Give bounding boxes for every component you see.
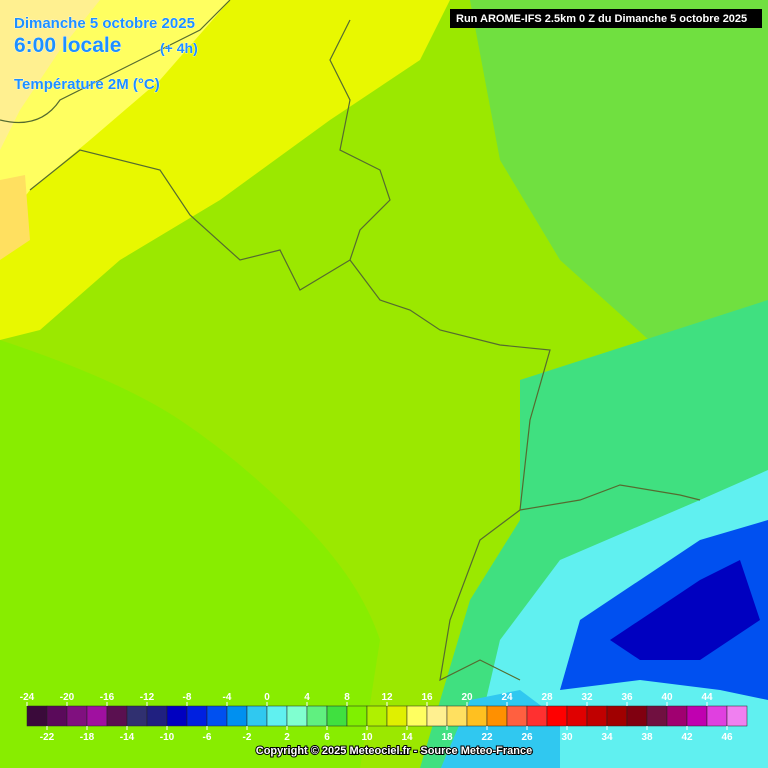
legend-tick-label: 34: [601, 732, 613, 743]
legend-tick-label: -20: [60, 692, 75, 703]
legend-swatch: [26, 705, 48, 727]
legend-swatch: [186, 705, 208, 727]
legend-swatch: [166, 705, 188, 727]
legend-tick-label: 2: [284, 732, 290, 743]
legend-tick-label: 20: [461, 692, 473, 703]
legend-swatch: [306, 705, 328, 727]
legend-tick-label: 8: [344, 692, 350, 703]
legend-tick-label: 42: [681, 732, 693, 743]
offset-label: (+ 4h): [160, 40, 198, 56]
legend-swatch: [206, 705, 228, 727]
legend-tick-label: -10: [160, 732, 175, 743]
legend-tick-label: 44: [701, 692, 713, 703]
legend-tick-label: 0: [264, 692, 270, 703]
field-label: Température 2M (°C): [14, 76, 160, 93]
legend-swatch: [446, 705, 468, 727]
legend-swatch: [86, 705, 108, 727]
legend-swatch: [246, 705, 268, 727]
legend-tick-label: 4: [304, 692, 310, 703]
legend-swatch: [346, 705, 368, 727]
legend-tick-label: 28: [541, 692, 553, 703]
legend-swatch: [586, 705, 608, 727]
legend-swatch: [406, 705, 428, 727]
legend-tick-label: 46: [721, 732, 733, 743]
legend-tick-label: 10: [361, 732, 373, 743]
legend-swatch: [526, 705, 548, 727]
borders: [0, 0, 701, 682]
legend-tick-label: 16: [421, 692, 433, 703]
alps-peak: [610, 560, 760, 660]
legend-swatch: [426, 705, 448, 727]
legend-swatch: [626, 705, 648, 727]
legend-tick-label: -12: [140, 692, 155, 703]
legend-tick-label: 14: [401, 732, 413, 743]
legend-swatch: [706, 705, 728, 727]
run-box: [450, 9, 762, 28]
legend-tick-label: 18: [441, 732, 453, 743]
warm-spot: [0, 175, 30, 260]
legend-swatch: [546, 705, 568, 727]
legend-tick-label: 6: [324, 732, 330, 743]
legend-tick-label: -8: [183, 692, 192, 703]
legend-swatch: [366, 705, 388, 727]
legend-swatch: [146, 705, 168, 727]
legend-tick-label: 24: [501, 692, 513, 703]
legend-swatch: [726, 705, 748, 727]
legend-swatch: [46, 705, 68, 727]
coastal-zone: [0, 0, 230, 230]
legend-tick-label: -6: [203, 732, 212, 743]
legend-tick-label: 22: [481, 732, 493, 743]
legend-tick-label: -18: [80, 732, 95, 743]
legend-tick-label: 36: [621, 692, 633, 703]
legend-tick-label: 26: [521, 732, 533, 743]
legend-swatch: [506, 705, 528, 727]
legend-tick-label: 12: [381, 692, 393, 703]
legend-tick-label: 32: [581, 692, 593, 703]
sea-zone: [0, 0, 100, 150]
copyright: Copyright © 2025 Meteociel.fr - Source M…: [256, 745, 532, 757]
legend-tick-label: -16: [100, 692, 115, 703]
legend-swatch: [326, 705, 348, 727]
legend-swatch: [486, 705, 508, 727]
legend-swatch: [566, 705, 588, 727]
run-label: Run AROME-IFS 2.5km 0 Z du Dimanche 5 oc…: [456, 13, 747, 25]
legend: -24-22-20-18-16-14-12-10-8-6-4-202468101…: [20, 692, 748, 743]
legend-swatch: [286, 705, 308, 727]
legend-swatch: [606, 705, 628, 727]
legend-tick-label: -2: [243, 732, 252, 743]
legend-swatch: [386, 705, 408, 727]
legend-swatch: [646, 705, 668, 727]
legend-swatch: [126, 705, 148, 727]
legend-tick-label: 40: [661, 692, 673, 703]
date-label: Dimanche 5 octobre 2025: [14, 15, 195, 32]
legend-tick-label: -22: [40, 732, 55, 743]
cool-zone: [470, 0, 768, 380]
legend-swatch: [106, 705, 128, 727]
mild-zone: [0, 340, 380, 768]
legend-swatch: [466, 705, 488, 727]
legend-tick-label: -24: [20, 692, 35, 703]
legend-tick-label: 30: [561, 732, 573, 743]
time-label: 6:00 locale: [14, 34, 121, 57]
legend-swatch: [666, 705, 688, 727]
legend-swatch: [266, 705, 288, 727]
legend-swatch: [66, 705, 88, 727]
legend-swatch: [226, 705, 248, 727]
legend-tick-label: -14: [120, 732, 135, 743]
legend-tick-label: -4: [223, 692, 232, 703]
legend-tick-label: 38: [641, 732, 653, 743]
legend-swatch: [686, 705, 708, 727]
